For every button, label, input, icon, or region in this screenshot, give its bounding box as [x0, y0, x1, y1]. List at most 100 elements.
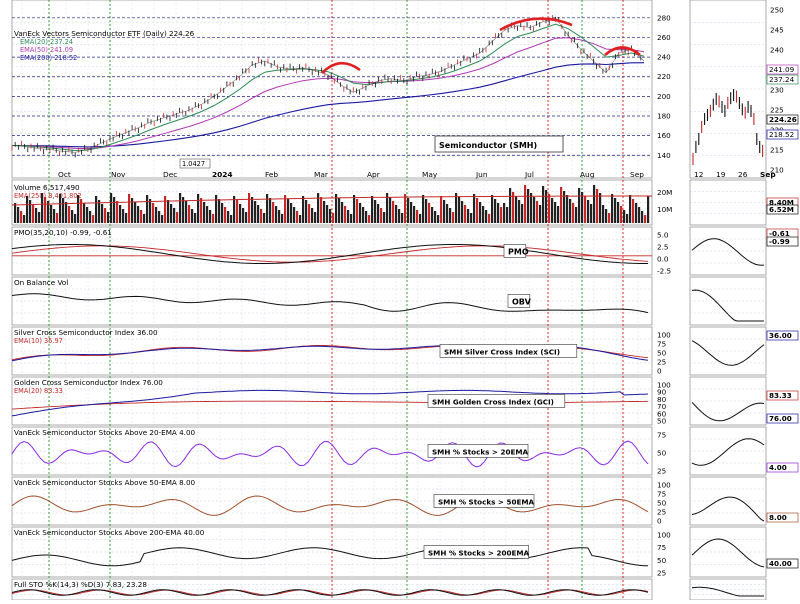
volume-bar	[641, 211, 644, 223]
inset-value-tag-box	[766, 114, 799, 125]
panel-pmo: PMO(35,20,10) -0.99, -0.61 5.0 2.5 0.0 -2.5 P…	[11, 228, 671, 276]
volume-bar	[407, 198, 410, 223]
inset-price-tick: 245	[770, 26, 784, 35]
stoch-line	[11, 589, 649, 596]
sci-legend: EMA(10) 35.97	[14, 337, 63, 345]
volume-bar	[176, 212, 179, 223]
price-panel-title: VanEck Vectors Semiconductor ETF (Daily)…	[14, 29, 195, 38]
low-marker-box	[179, 158, 211, 169]
obv-label-box	[507, 294, 531, 308]
sci-tick: 25	[657, 358, 666, 367]
pct200-line	[11, 547, 649, 567]
volume-bar	[338, 198, 341, 223]
volume-bar	[125, 213, 128, 223]
volume-bar	[92, 215, 95, 223]
volume-bar	[500, 207, 503, 223]
volume-bar	[353, 195, 356, 223]
volume-bar	[326, 205, 329, 223]
volume-bar	[116, 201, 119, 223]
volume-bar	[20, 211, 23, 223]
inset-ind-tag-box	[766, 462, 799, 473]
volume-bar	[272, 202, 275, 223]
sci-tick: 0	[657, 367, 662, 376]
right-inset-chart: 210215220225230235240245250121926Sep241.…	[691, 6, 799, 597]
inset-ind-tag: -0.61	[769, 229, 790, 238]
volume-bar	[107, 212, 110, 223]
inset-ind-tag-box	[766, 413, 799, 424]
volume-bar	[389, 197, 392, 223]
grid-layer	[11, 0, 767, 601]
price-tick-label: 240	[657, 53, 671, 62]
volume-panel: Volume 6,517,490 EMA(250) 8,401,802 20M …	[11, 183, 672, 223]
volume-bar	[188, 205, 191, 223]
gci-tick: 60	[657, 409, 667, 418]
semiconductor-label-box	[434, 135, 564, 153]
volume-bar	[428, 203, 431, 223]
volume-bar	[614, 198, 617, 223]
volume-bar	[293, 207, 296, 223]
volume-title: Volume 6,517,490	[14, 183, 80, 192]
pct200-tick: 75	[657, 543, 666, 552]
volume-bar	[431, 207, 434, 223]
volume-bar	[506, 207, 509, 223]
volume-bar	[356, 199, 359, 223]
volume-bar	[26, 196, 29, 223]
inset-value-tag: 224.26	[769, 115, 797, 124]
panel-obv: On Balance Vol OBV	[11, 278, 649, 314]
volume-bar	[374, 200, 377, 223]
volume-bar	[263, 213, 266, 223]
volume-bar	[536, 201, 539, 223]
volume-bars	[11, 185, 653, 223]
volume-bar	[98, 200, 101, 223]
volume-bar	[524, 185, 527, 223]
volume-bar	[281, 214, 284, 223]
volume-bar	[203, 202, 206, 223]
gci-tick: 50	[657, 417, 667, 426]
price-tick-label: 220	[657, 72, 671, 81]
volume-bar	[365, 211, 368, 223]
price-tick-label: 180	[657, 112, 671, 121]
volume-bar	[455, 193, 458, 223]
pct20-title: VanEck Semiconductor Stocks Above 20-EMA…	[14, 428, 196, 437]
volume-bar	[68, 206, 71, 223]
month-label-Aug: Aug	[580, 170, 595, 179]
volume-bar	[305, 200, 308, 223]
pct50-label-box	[433, 494, 535, 508]
volume-bar	[296, 211, 299, 223]
volume-bar	[179, 193, 182, 223]
volume-bar	[131, 198, 134, 223]
volume-bar	[89, 211, 92, 223]
volume-bar	[392, 201, 395, 223]
volume-bar	[248, 193, 251, 223]
volume-bar	[368, 215, 371, 223]
volume-bar	[515, 196, 518, 223]
volume-bar	[320, 197, 323, 223]
inset-ind-tag: 40.00	[769, 559, 792, 568]
stoch-title: Full STO %K(14,3) %D(3) 7.83, 23.28	[14, 580, 147, 589]
pct200-tick: 50	[657, 556, 667, 565]
pct200-tick: 25	[657, 569, 666, 578]
pct50-tick: 0	[657, 517, 662, 526]
volume-bar	[380, 208, 383, 223]
volume-bar	[155, 207, 158, 223]
volume-bar	[593, 185, 596, 223]
month-label-Nov: Nov	[111, 170, 126, 179]
volume-bar	[413, 206, 416, 223]
volume-bar	[74, 214, 77, 223]
volume-bar	[479, 202, 482, 223]
volume-bar	[335, 194, 338, 223]
price-panel: VanEck Vectors Semiconductor ETF (Daily)…	[11, 13, 671, 179]
gci-tick: 70	[657, 402, 667, 411]
volume-bar	[626, 214, 629, 223]
volume-bar	[185, 201, 188, 223]
gci-title: Golden Cross Semiconductor Index 76.00	[14, 378, 163, 387]
volume-bar	[410, 202, 413, 223]
volume-bar	[236, 200, 239, 223]
volume-bar	[62, 198, 65, 223]
volume-ema-legend: EMA(250) 8,401,802	[14, 192, 82, 200]
volume-bar	[224, 207, 227, 223]
volume-bar	[533, 197, 536, 223]
volume-bar	[230, 215, 233, 223]
pmo-tick: 2.5	[657, 243, 668, 252]
